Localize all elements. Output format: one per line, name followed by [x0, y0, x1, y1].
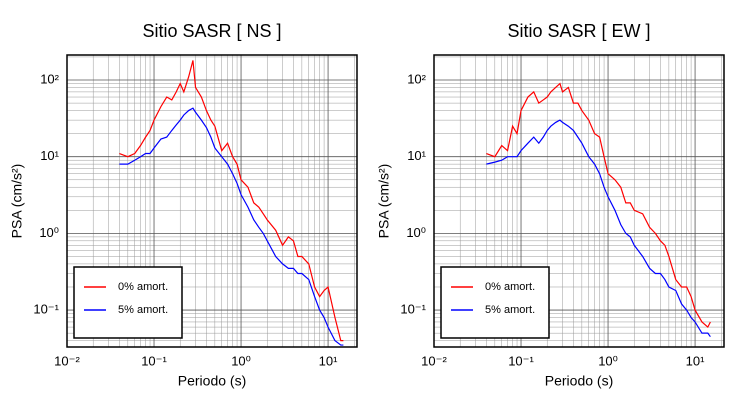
y-tick-label: 10⁻¹	[33, 302, 59, 317]
series-line	[119, 60, 344, 342]
legend-box	[440, 266, 550, 339]
y-tick-label: 10²	[407, 71, 426, 86]
plot-frame	[433, 54, 725, 348]
chart-title: Sitio SASR [ NS ]	[142, 21, 281, 41]
y-axis-label: PSA (cm/s²)	[9, 164, 25, 239]
legend-box	[73, 266, 183, 339]
series-line	[486, 119, 711, 338]
x-tick-label: 10¹	[319, 353, 338, 368]
y-tick-label: 10²	[40, 71, 59, 86]
legend-label: 0% amort.	[485, 281, 535, 293]
x-tick-label: 10⁰	[231, 353, 251, 368]
y-tick-label: 10⁰	[406, 225, 426, 240]
x-tick-label: 10¹	[686, 353, 705, 368]
series-line	[486, 82, 711, 329]
y-axis-label: PSA (cm/s²)	[376, 164, 392, 239]
series-line	[119, 107, 344, 346]
y-tick-label: 10¹	[40, 148, 59, 163]
x-axis-label: Periodo (s)	[178, 373, 246, 389]
x-tick-label: 10⁻²	[421, 353, 447, 368]
x-tick-label: 10⁻²	[54, 353, 80, 368]
x-axis-label: Periodo (s)	[545, 373, 613, 389]
legend-label: 5% amort.	[485, 304, 535, 316]
y-tick-label: 10¹	[407, 148, 426, 163]
y-tick-label: 10⁻¹	[400, 302, 426, 317]
x-tick-label: 10⁰	[598, 353, 618, 368]
x-tick-label: 10⁻¹	[141, 353, 167, 368]
legend-label: 0% amort.	[118, 281, 168, 293]
plot-frame	[66, 54, 358, 348]
legend-label: 5% amort.	[118, 304, 168, 316]
x-tick-label: 10⁻¹	[508, 353, 534, 368]
y-tick-label: 10⁰	[39, 225, 59, 240]
chart-title: Sitio SASR [ EW ]	[507, 21, 650, 41]
